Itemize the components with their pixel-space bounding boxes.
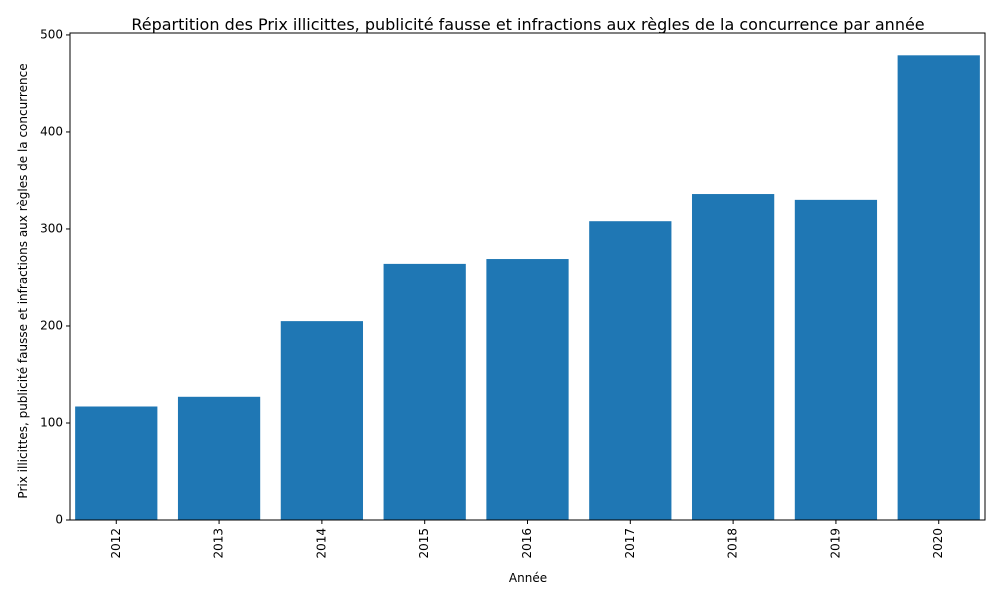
- x-tick-label: 2015: [417, 528, 431, 559]
- chart-title: Répartition des Prix illicittes, publici…: [131, 15, 924, 34]
- y-tick-label: 300: [40, 221, 63, 235]
- x-axis-label: Année: [509, 571, 547, 585]
- y-tick-label: 500: [40, 27, 63, 41]
- x-tick-label: 2012: [109, 528, 123, 559]
- y-tick-label: 100: [40, 415, 63, 429]
- x-tick-label: 2014: [314, 528, 328, 559]
- y-tick-label: 400: [40, 124, 63, 138]
- bar-2012: [75, 406, 158, 520]
- bar-2020: [897, 55, 980, 521]
- bar-2017: [589, 221, 672, 520]
- y-axis-ticks: 0 100 200 300 400 500: [40, 27, 70, 527]
- bar-2013: [177, 396, 261, 520]
- x-axis-ticks: 2012 2013 2014 2015 2016 2017 2018 2019 2020: [109, 520, 945, 559]
- y-tick-label: 0: [55, 513, 63, 527]
- plot-frame: [69, 32, 986, 521]
- bars-group: [75, 55, 980, 521]
- bar-2014: [280, 321, 364, 520]
- x-tick-label: 2018: [726, 528, 740, 559]
- x-tick-label: 2016: [520, 528, 534, 559]
- y-axis-label: Prix illicittes, publicité fausse et inf…: [16, 63, 30, 498]
- x-tick-label: 2020: [931, 528, 945, 559]
- y-tick-label: 200: [40, 318, 63, 332]
- bar-2016: [486, 259, 569, 520]
- bar-2015: [383, 263, 466, 520]
- bar-2018: [691, 194, 775, 520]
- x-tick-label: 2017: [623, 528, 637, 559]
- x-tick-label: 2019: [828, 528, 842, 559]
- x-tick-label: 2013: [212, 528, 226, 559]
- bar-2019: [794, 199, 878, 520]
